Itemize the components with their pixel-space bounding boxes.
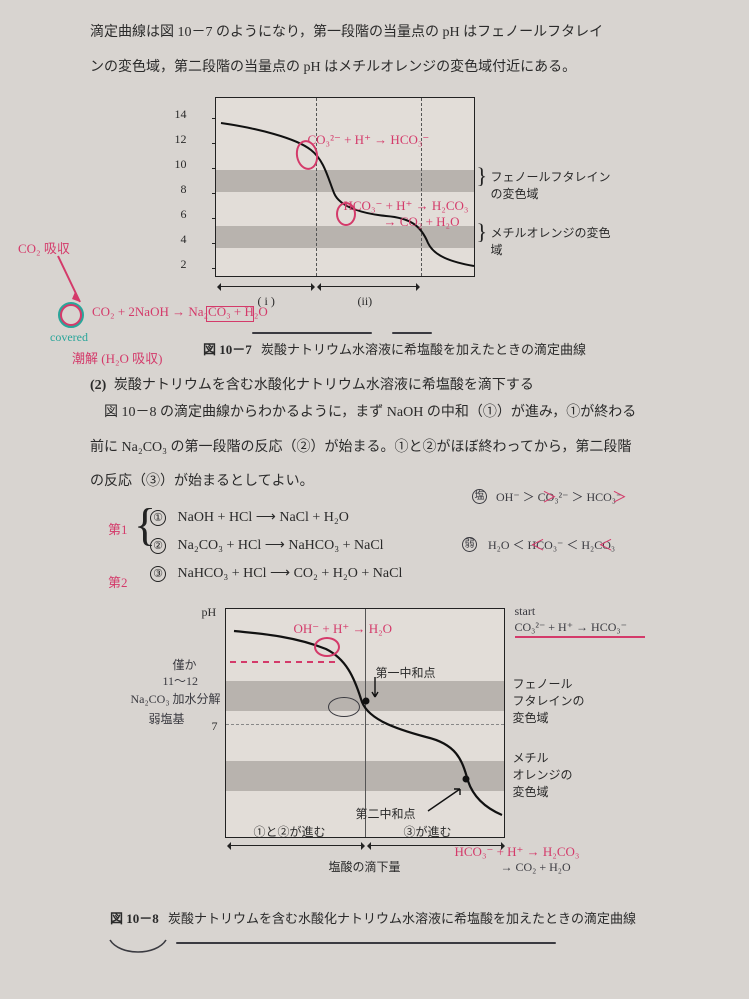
hand-start: start: [515, 604, 536, 619]
hand-uline-red: [515, 636, 645, 638]
fig1-pp-label: フェノールフタレインの変色域: [491, 169, 615, 203]
fig2-seven: 7: [212, 719, 218, 734]
eq2: ② Na₂CO₃ + HCl ⟶ NaHCO₃ + NaCl: [150, 532, 699, 560]
intro-line-1: 滴定曲線は図 10－7 のようになり，第一段階の当量点の pH はフェノールフタ…: [90, 20, 699, 47]
fig1-caption-text: 炭酸ナトリウム水溶液に希塩酸を加えたときの滴定曲線: [261, 342, 586, 357]
ytick: 12: [163, 132, 187, 147]
fig2-num: 図 10－8: [110, 911, 159, 926]
fig2-caption: 図 10－8 炭酸ナトリウムを含む水酸化ナトリウム水溶液に希塩酸を加えたときの滴…: [110, 908, 699, 927]
sec2-title: 炭酸ナトリウムを含む水酸化ナトリウム水溶液に希塩酸を滴下する: [114, 378, 534, 393]
hand-left1: 僅か: [173, 656, 197, 673]
eq1: ① NaOH + HCl ⟶ NaCl + H₂O: [150, 504, 699, 532]
fig2-right-region: ③が進む: [404, 823, 452, 840]
eq3: ③ NaHCO₃ + HCl ⟶ CO₂ + H₂O + NaCl: [150, 560, 699, 588]
ytick: 10: [163, 157, 187, 172]
fig1-roman-ii: (ii): [358, 294, 373, 309]
figure-10-7: 2 4 6 8 10 12 14: [90, 91, 699, 311]
fig2-second-pt: 第二中和点: [356, 805, 416, 822]
eq3-num: ③: [150, 566, 166, 582]
fig1-num: 図 10－7: [203, 342, 252, 357]
hand-choukai: 潮解 (H₂O 吸収): [72, 348, 162, 367]
equation-block: { ① NaOH + HCl ⟶ NaCl + H₂O ② Na₂CO₃ + H…: [150, 504, 699, 588]
hand-underline-1: [252, 332, 372, 334]
fig2-plot: pH 7 第一中和点 第二中和点 ①と②が進む ③が進む: [225, 608, 505, 838]
arrow-down-icon: [370, 677, 380, 701]
fig2-pp-label: フェノール フタレインの 変色域: [513, 676, 585, 726]
ytick: 14: [163, 107, 187, 122]
hand-ring-2: [336, 202, 356, 226]
brace-icon: }: [477, 163, 488, 189]
hand-fig2-bottom: HCO₃⁻ + H⁺ → H₂CO₃: [455, 844, 580, 860]
ytick: 4: [163, 232, 187, 247]
hand-eq-mid1: HCO₃⁻ + H⁺ → H₂CO₃: [344, 198, 469, 214]
hand-left3: Na₂CO₃ 加水分解: [131, 690, 221, 707]
fig2-ylabel: pH: [202, 605, 217, 620]
sec2-num: (2): [90, 378, 106, 393]
hand-eq-top: CO₃²⁻ + H⁺ → HCO₃⁻: [308, 132, 430, 148]
fig2-pt1: [362, 697, 369, 704]
hand-fig2-bottom2: → CO₂ + H₂O: [501, 860, 571, 875]
hand-left2: 11〜12: [163, 672, 199, 689]
hand-ring-pen: [328, 697, 360, 717]
hand-ring-red-inner: [60, 304, 82, 326]
fig1-curve: [216, 98, 476, 278]
sec2-p2: 前に Na₂CO₃ の第一段階の反応（②）が始まる。①と②がほぼ終わってから，第…: [90, 435, 699, 462]
hand-fig2-right-eq: CO₃²⁻ + H⁺ → HCO₃⁻: [515, 620, 627, 635]
hand-eq-mid2: → CO₂ + H₂O: [384, 214, 460, 230]
ytick: 2: [163, 257, 187, 272]
eq1-text: NaOH + HCl ⟶ NaCl + H₂O: [178, 510, 349, 525]
arrow-up-icon: [426, 787, 466, 817]
intro-line-2: ンの変色域，第二段階の当量点の pH はメチルオレンジの変色域付近にある。: [90, 55, 699, 82]
fig2-mo-label: メチル オレンジの 変色域: [513, 750, 573, 800]
hand-gt2: ＞: [612, 486, 627, 507]
fig1-plot: ( i ) (ii) CO₃²⁻ + H⁺ → HCO₃⁻ HCO₃⁻ + H⁺…: [215, 97, 475, 277]
eq3-text: NaHCO₃ + HCl ⟶ CO₂ + H₂O + NaCl: [178, 566, 403, 581]
figure-10-8: pH 7 第一中和点 第二中和点 ①と②が進む ③が進む: [90, 598, 699, 878]
hand-lt1: ＜: [530, 534, 545, 555]
hand-brace-below: [108, 938, 168, 960]
fig1-mo-label: メチルオレンジの変色域: [491, 225, 615, 259]
hand-en-circ: 塩: [472, 488, 491, 504]
hand-jaku-circ: 弱: [462, 536, 481, 552]
eq2-text: Na₂CO₃ + HCl ⟶ NaHCO₃ + NaCl: [178, 538, 384, 553]
hand-covered: covered: [50, 330, 88, 345]
fig2-caption-text: 炭酸ナトリウムを含む水酸化ナトリウム水溶液に希塩酸を加えたときの滴定曲線: [168, 911, 636, 926]
fig2-pt2: [462, 775, 469, 782]
hand-dash-line: [230, 655, 340, 669]
hand-acid-order: H₂O ＜ HCO₃⁻ ＜ H₂CO₃: [488, 536, 615, 553]
sec2-heading: (2) 炭酸ナトリウムを含む水酸化ナトリウム水溶液に希塩酸を滴下する: [90, 374, 699, 394]
hand-left4: 弱塩基: [149, 710, 185, 727]
ytick: 8: [163, 182, 187, 197]
hand-box: [206, 306, 254, 322]
fig2-first-pt: 第一中和点: [376, 664, 436, 681]
brace-icon: }: [477, 219, 488, 245]
hand-ring-3: [314, 637, 340, 657]
ytick: 6: [163, 207, 187, 222]
fig2-xlabel: 塩酸の滴下量: [225, 858, 505, 875]
brace-icon: {: [134, 502, 156, 548]
hand-lt2: ＜: [598, 534, 613, 555]
hand-underline-2: [176, 942, 556, 944]
hand-dai1: 第1: [108, 519, 128, 538]
sec2-p1: 図 10－8 の滴定曲線からわかるように，まず NaOH の中和（①）が進み，①…: [90, 400, 699, 427]
hand-gt1: ＞: [542, 486, 557, 507]
fig1-caption: 図 10－7 炭酸ナトリウム水溶液に希塩酸を加えたときの滴定曲線: [90, 339, 699, 358]
hand-ion-order: OH⁻ ＞ CO₃²⁻ ＞ HCO₃⁻: [496, 488, 622, 505]
hand-fig2-top: OH⁻ + H⁺ → H₂O: [294, 621, 393, 637]
fig2-left-region: ①と②が進む: [254, 823, 326, 840]
hand-dai2: 第2: [108, 572, 128, 591]
hand-underline-1b: [392, 332, 432, 334]
